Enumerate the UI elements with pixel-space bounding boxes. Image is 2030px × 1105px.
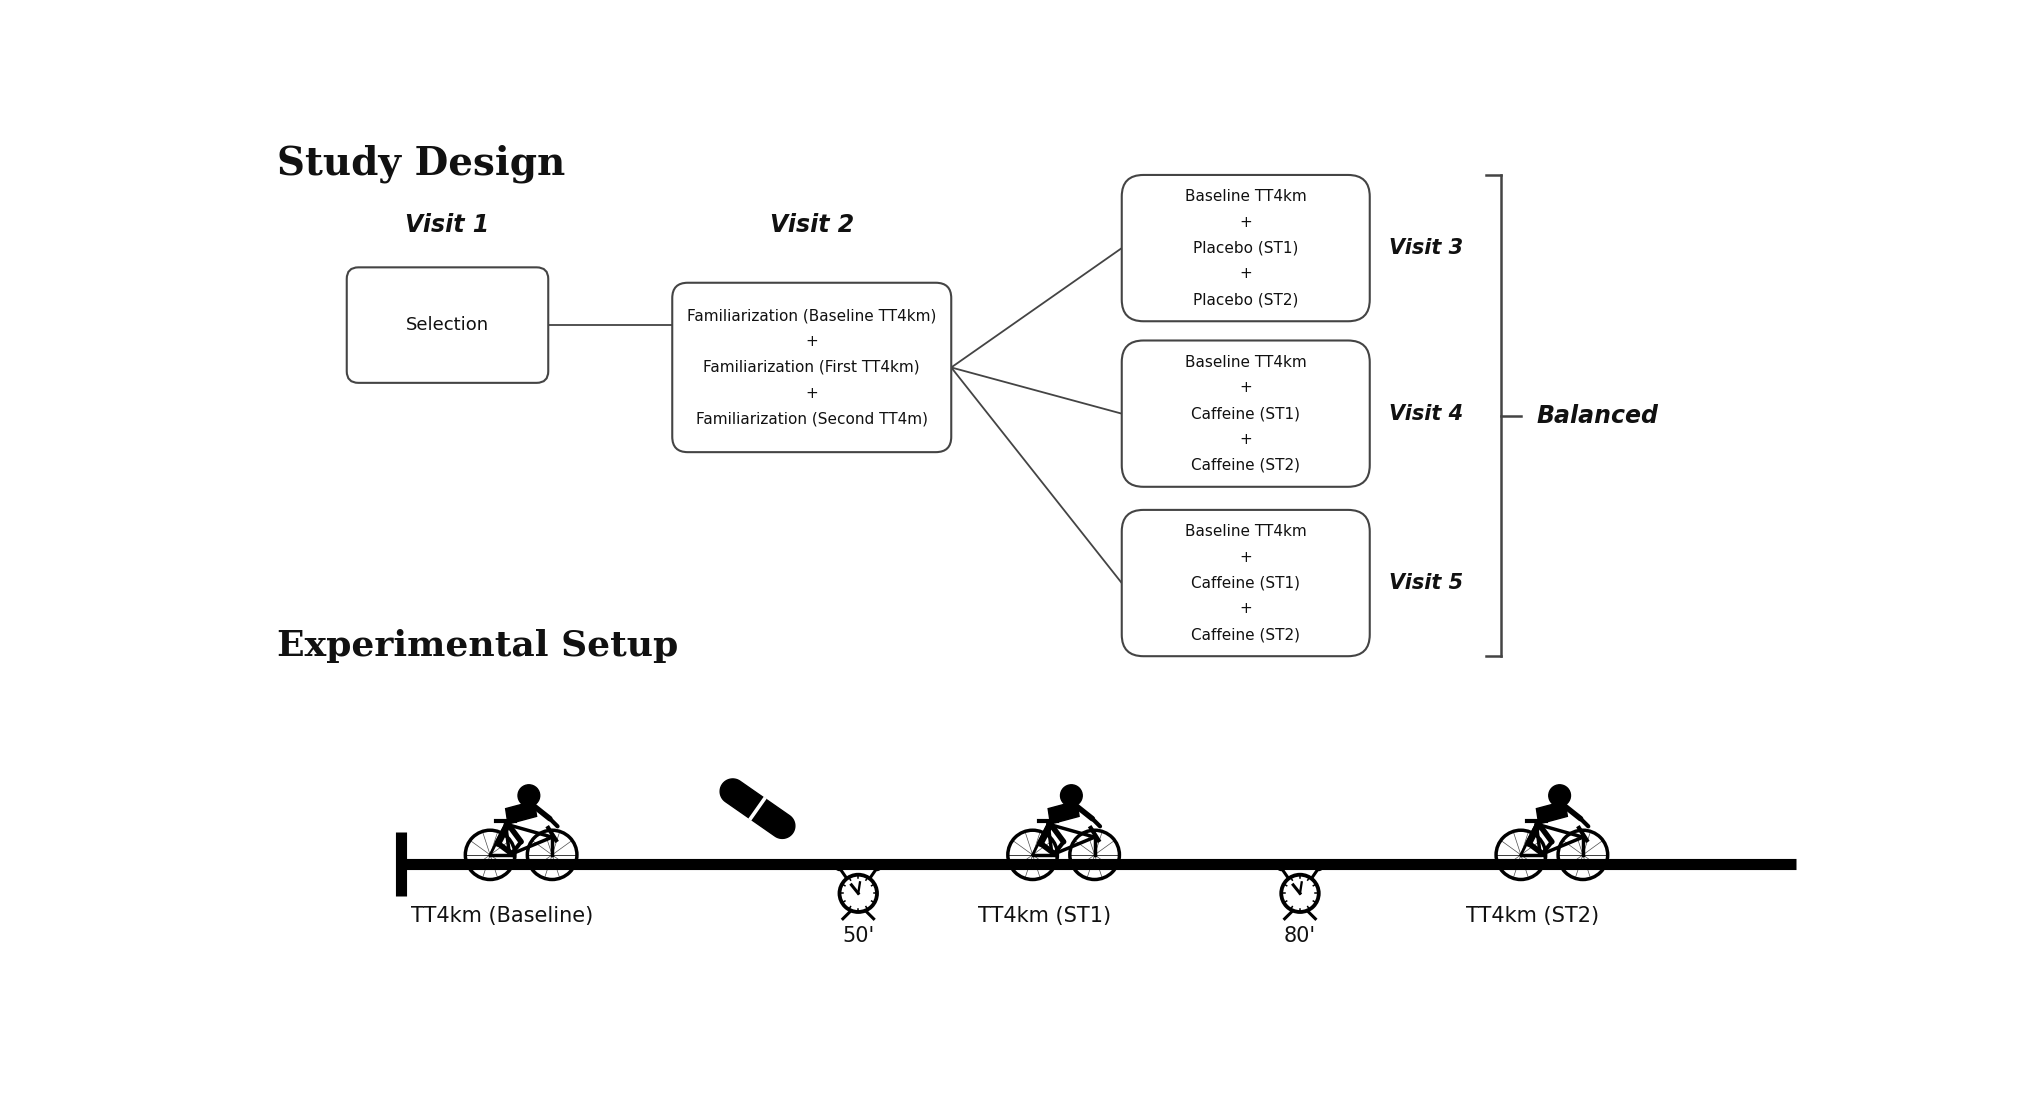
Text: Baseline TT4km
+
Caffeine (ST1)
+
Caffeine (ST2): Baseline TT4km + Caffeine (ST1) + Caffei…: [1186, 355, 1307, 473]
FancyBboxPatch shape: [1123, 340, 1370, 487]
Polygon shape: [1537, 801, 1567, 824]
Text: Visit 1: Visit 1: [406, 213, 489, 236]
FancyBboxPatch shape: [347, 267, 548, 382]
Text: Visit 3: Visit 3: [1389, 238, 1464, 259]
Text: Baseline TT4km
+
Placebo (ST1)
+
Placebo (ST2): Baseline TT4km + Placebo (ST1) + Placebo…: [1186, 189, 1307, 307]
Polygon shape: [1047, 801, 1080, 824]
FancyBboxPatch shape: [1123, 175, 1370, 322]
Text: Experimental Setup: Experimental Setup: [276, 629, 678, 663]
Text: Familiarization (Baseline TT4km)
+
Familiarization (First TT4km)
+
Familiarizati: Familiarization (Baseline TT4km) + Famil…: [686, 308, 936, 427]
Circle shape: [1281, 875, 1320, 912]
Circle shape: [1060, 785, 1082, 807]
Text: Baseline TT4km
+
Caffeine (ST1)
+
Caffeine (ST2): Baseline TT4km + Caffeine (ST1) + Caffei…: [1186, 524, 1307, 642]
Text: Visit 5: Visit 5: [1389, 573, 1464, 593]
Circle shape: [840, 875, 877, 912]
Text: 80': 80': [1283, 926, 1315, 946]
Text: Selection: Selection: [406, 316, 489, 334]
Circle shape: [834, 862, 844, 871]
Text: TT4km (ST1): TT4km (ST1): [978, 906, 1110, 926]
Text: Balanced: Balanced: [1537, 403, 1659, 428]
Polygon shape: [505, 801, 536, 824]
FancyBboxPatch shape: [1123, 509, 1370, 656]
Text: Visit 4: Visit 4: [1389, 403, 1464, 423]
Circle shape: [1549, 785, 1571, 807]
Text: TT4km (Baseline): TT4km (Baseline): [410, 906, 593, 926]
Text: TT4km (ST2): TT4km (ST2): [1466, 906, 1600, 926]
Text: Visit 2: Visit 2: [769, 213, 855, 236]
FancyBboxPatch shape: [672, 283, 952, 452]
Polygon shape: [721, 779, 796, 839]
Circle shape: [1315, 862, 1324, 871]
Circle shape: [518, 785, 540, 807]
Text: 50': 50': [842, 926, 875, 946]
Circle shape: [873, 862, 881, 871]
Circle shape: [1277, 862, 1285, 871]
Text: Study Design: Study Design: [276, 144, 564, 182]
